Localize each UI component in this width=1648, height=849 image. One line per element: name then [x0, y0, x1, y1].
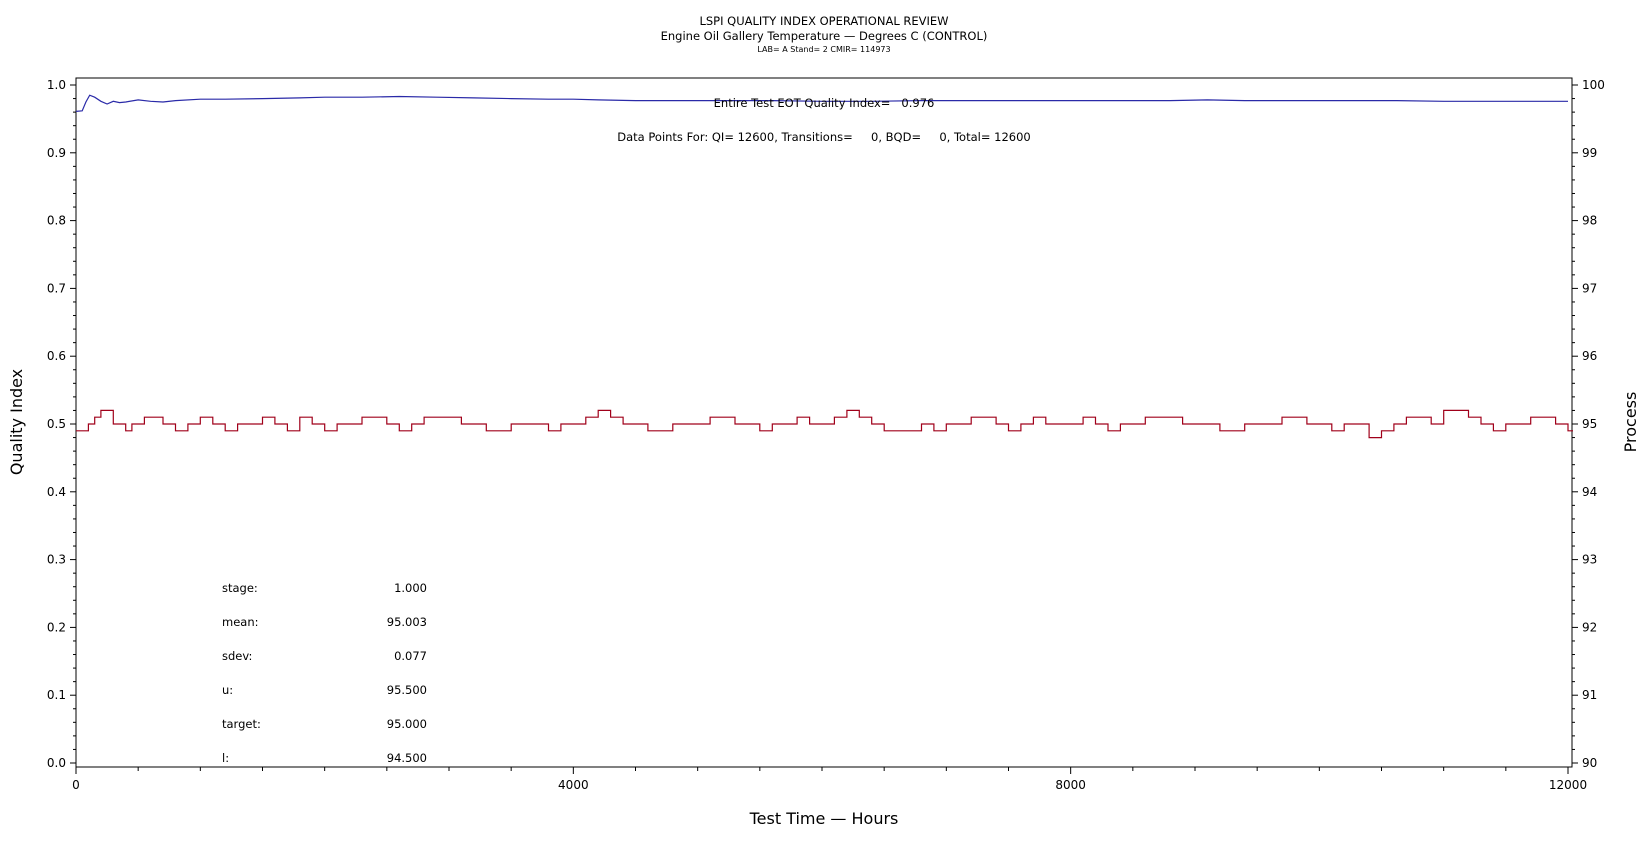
right-tick-label: 90 — [1582, 756, 1597, 770]
x-tick-label: 12000 — [1549, 778, 1587, 792]
right-tick-label: 91 — [1582, 688, 1597, 702]
stat-value-sdev: 0.077 — [394, 649, 427, 663]
stats-block: stage: 1.000 mean: 95.003 sdev: 0.077 u:… — [222, 581, 427, 765]
left-tick-label: 0.7 — [47, 281, 66, 295]
stat-value-l: 94.500 — [387, 751, 427, 765]
plot-frame — [75, 77, 1573, 768]
series-line-0 — [75, 94, 1568, 112]
right-tick-label: 97 — [1582, 281, 1597, 295]
chart-subtitle-lab: LAB= A Stand= 2 CMIR= 114973 — [757, 45, 890, 54]
stat-value-mean: 95.003 — [387, 615, 427, 629]
right-tick-label: 100 — [1582, 78, 1605, 92]
stat-label-l: l: — [222, 751, 229, 765]
quality-index-annotation: Entire Test EOT Quality Index= 0.976 — [714, 96, 935, 110]
series-line-1 — [76, 409, 1573, 439]
left-tick-label: 0.3 — [47, 553, 66, 567]
right-tick-label: 94 — [1582, 485, 1597, 499]
right-tick-label: 93 — [1582, 553, 1597, 567]
left-tick-label: 0.6 — [47, 349, 66, 363]
stat-label-u: u: — [222, 683, 233, 697]
stat-label-stage: stage: — [222, 581, 258, 595]
x-tick-label: 0 — [72, 778, 80, 792]
x-tick-label: 4000 — [558, 778, 589, 792]
chart-subtitle: Engine Oil Gallery Temperature — Degrees… — [661, 29, 988, 43]
stat-value-stage: 1.000 — [394, 581, 427, 595]
series-layer — [75, 94, 1573, 439]
right-tick-label: 99 — [1582, 146, 1597, 160]
right-axis-ticks: 90 91 92 93 94 95 96 97 98 99 100 — [1572, 78, 1605, 770]
stat-label-sdev: sdev: — [222, 649, 252, 663]
left-tick-label: 0.0 — [47, 756, 66, 770]
left-tick-label: 1.0 — [47, 78, 66, 92]
left-tick-label: 0.1 — [47, 688, 66, 702]
left-tick-label: 0.9 — [47, 146, 66, 160]
stat-value-u: 95.500 — [387, 683, 427, 697]
y-axis-right-title: Process — [1621, 392, 1640, 453]
chart-title: LSPI QUALITY INDEX OPERATIONAL REVIEW — [699, 14, 948, 28]
left-axis-ticks: 0.0 0.1 0.2 0.3 0.4 0.5 0.6 0.7 0.8 0.9 1.0 — [47, 78, 76, 770]
left-tick-label: 0.8 — [47, 214, 66, 228]
x-axis-title: Test Time — Hours — [749, 809, 899, 828]
x-axis-ticks: 0 4000 8000 12000 — [72, 767, 1587, 792]
x-tick-label: 8000 — [1055, 778, 1086, 792]
right-tick-label: 95 — [1582, 417, 1597, 431]
left-tick-label: 0.2 — [47, 620, 66, 634]
right-tick-label: 96 — [1582, 349, 1597, 363]
data-points-annotation: Data Points For: QI= 12600, Transitions=… — [617, 130, 1030, 144]
stat-value-target: 95.000 — [387, 717, 427, 731]
left-tick-label: 0.4 — [47, 485, 66, 499]
left-tick-label: 0.5 — [47, 417, 66, 431]
stat-label-mean: mean: — [222, 615, 259, 629]
right-tick-label: 98 — [1582, 214, 1597, 228]
stat-label-target: target: — [222, 717, 261, 731]
y-axis-left-title: Quality Index — [7, 369, 26, 475]
right-tick-label: 92 — [1582, 620, 1597, 634]
